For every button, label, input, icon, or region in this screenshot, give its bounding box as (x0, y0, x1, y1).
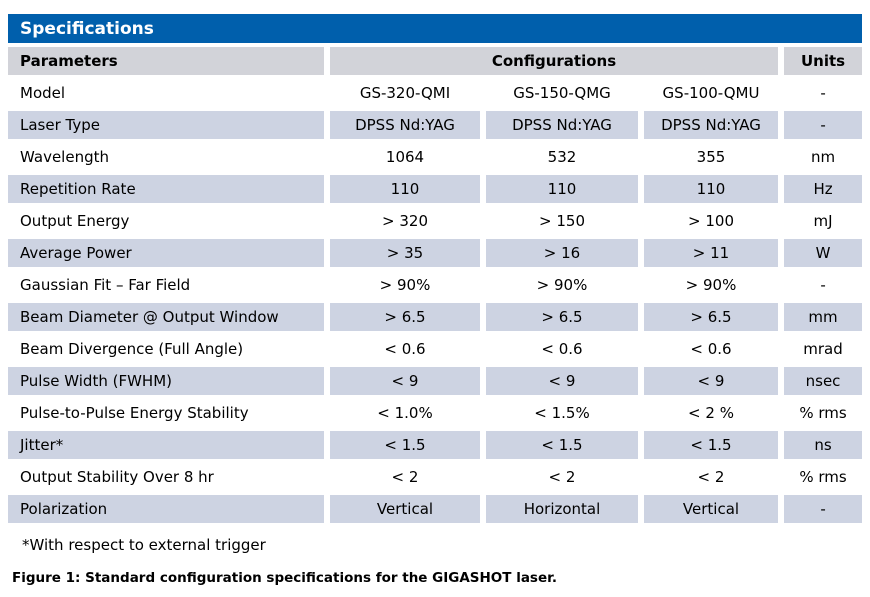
value-cell: > 320 (382, 212, 428, 230)
table-row: Model GS-320-QMI GS-150-QMG GS-100-QMU - (8, 79, 862, 107)
value-cell: > 6.5 (486, 303, 638, 331)
value-cell: > 150 (539, 212, 585, 230)
table-row: Beam Divergence (Full Angle) < 0.6 < 0.6… (8, 335, 862, 363)
param-cell: Pulse Width (FWHM) (8, 367, 324, 395)
value-cell: 110 (330, 175, 480, 203)
unit-cell: mm (784, 303, 863, 331)
param-cell: Output Stability Over 8 hr (20, 468, 214, 486)
param-cell: Jitter* (8, 431, 324, 459)
value-cell: 355 (696, 148, 726, 166)
param-cell: Repetition Rate (8, 175, 324, 203)
value-cell: < 0.6 (384, 340, 426, 358)
value-cell: < 9 (644, 367, 778, 395)
table-row: Repetition Rate 110 110 110 Hz (8, 175, 863, 203)
table-row: Wavelength 1064 532 355 nm (8, 143, 862, 171)
param-cell: Gaussian Fit – Far Field (20, 276, 191, 294)
unit-cell: % rms (799, 404, 847, 422)
value-cell: < 1.0% (377, 404, 433, 422)
value-cell: DPSS Nd:YAG (486, 111, 638, 139)
value-cell: < 2 % (688, 404, 734, 422)
column-header-units: Units (784, 47, 863, 75)
value-cell: < 1.5% (534, 404, 590, 422)
value-cell: < 0.6 (541, 340, 583, 358)
param-cell: Beam Diameter @ Output Window (8, 303, 324, 331)
param-cell: Polarization (8, 495, 324, 523)
unit-cell: - (820, 276, 826, 294)
specifications-page: Specifications Parameters Configurations… (2, 10, 868, 586)
param-cell: Pulse-to-Pulse Energy Stability (20, 404, 249, 422)
value-cell: > 6.5 (330, 303, 480, 331)
table-row: Gaussian Fit – Far Field > 90% > 90% > 9… (8, 271, 862, 299)
page-title: Specifications (8, 14, 863, 43)
unit-cell: mrad (803, 340, 843, 358)
value-cell: < 0.6 (690, 340, 732, 358)
unit-cell: - (784, 111, 863, 139)
value-cell: < 9 (486, 367, 638, 395)
value-cell: Vertical (644, 495, 778, 523)
value-cell: > 16 (486, 239, 638, 267)
value-cell: GS-320-QMI (359, 84, 451, 102)
value-cell: < 1.5 (330, 431, 480, 459)
value-cell: > 90% (379, 276, 431, 294)
table-row: Polarization Vertical Horizontal Vertica… (8, 495, 863, 523)
table-row: Laser Type DPSS Nd:YAG DPSS Nd:YAG DPSS … (8, 111, 863, 139)
unit-cell: - (820, 84, 826, 102)
value-cell: < 2 (391, 468, 419, 486)
param-cell: Output Energy (20, 212, 130, 230)
table-row: Output Energy > 320 > 150 > 100 mJ (8, 207, 862, 235)
table-row: Pulse-to-Pulse Energy Stability < 1.0% <… (8, 399, 862, 427)
param-cell: Average Power (8, 239, 324, 267)
value-cell: 110 (644, 175, 778, 203)
param-cell: Beam Divergence (Full Angle) (20, 340, 244, 358)
unit-cell: mJ (813, 212, 833, 230)
value-cell: DPSS Nd:YAG (330, 111, 480, 139)
unit-cell: W (784, 239, 863, 267)
value-cell: DPSS Nd:YAG (644, 111, 778, 139)
value-cell: 1064 (385, 148, 425, 166)
value-cell: > 90% (685, 276, 737, 294)
table-row: Output Stability Over 8 hr < 2 < 2 < 2 %… (8, 463, 862, 491)
unit-cell: nsec (784, 367, 863, 395)
value-cell: < 2 (697, 468, 725, 486)
value-cell: < 9 (330, 367, 480, 395)
value-cell: < 2 (548, 468, 576, 486)
value-cell: < 1.5 (486, 431, 638, 459)
column-header-configurations: Configurations (330, 47, 778, 75)
table-row: Average Power > 35 > 16 > 11 W (8, 239, 863, 267)
param-cell: Model (20, 84, 66, 102)
table-row: Pulse Width (FWHM) < 9 < 9 < 9 nsec (8, 367, 863, 395)
param-cell: Laser Type (8, 111, 324, 139)
title-row: Specifications (8, 14, 863, 43)
value-cell: 532 (547, 148, 577, 166)
unit-cell: - (784, 495, 863, 523)
header-row: Parameters Configurations Units (8, 47, 863, 75)
value-cell: Vertical (330, 495, 480, 523)
value-cell: 110 (486, 175, 638, 203)
unit-cell: ns (784, 431, 863, 459)
table-row: Jitter* < 1.5 < 1.5 < 1.5 ns (8, 431, 863, 459)
specifications-table: Specifications Parameters Configurations… (2, 10, 868, 527)
value-cell: GS-150-QMG (513, 84, 611, 102)
value-cell: > 100 (688, 212, 734, 230)
value-cell: > 11 (644, 239, 778, 267)
value-cell: GS-100-QMU (662, 84, 760, 102)
footnote: *With respect to external trigger (22, 536, 266, 554)
value-cell: Horizontal (486, 495, 638, 523)
table-row: Beam Diameter @ Output Window > 6.5 > 6.… (8, 303, 863, 331)
param-cell: Wavelength (20, 148, 109, 166)
figure-caption: Figure 1: Standard configuration specifi… (12, 570, 557, 586)
value-cell: < 1.5 (644, 431, 778, 459)
value-cell: > 90% (536, 276, 588, 294)
value-cell: > 6.5 (644, 303, 778, 331)
column-header-parameters: Parameters (8, 47, 324, 75)
value-cell: > 35 (330, 239, 480, 267)
unit-cell: nm (810, 148, 836, 166)
unit-cell: % rms (799, 468, 847, 486)
unit-cell: Hz (784, 175, 863, 203)
